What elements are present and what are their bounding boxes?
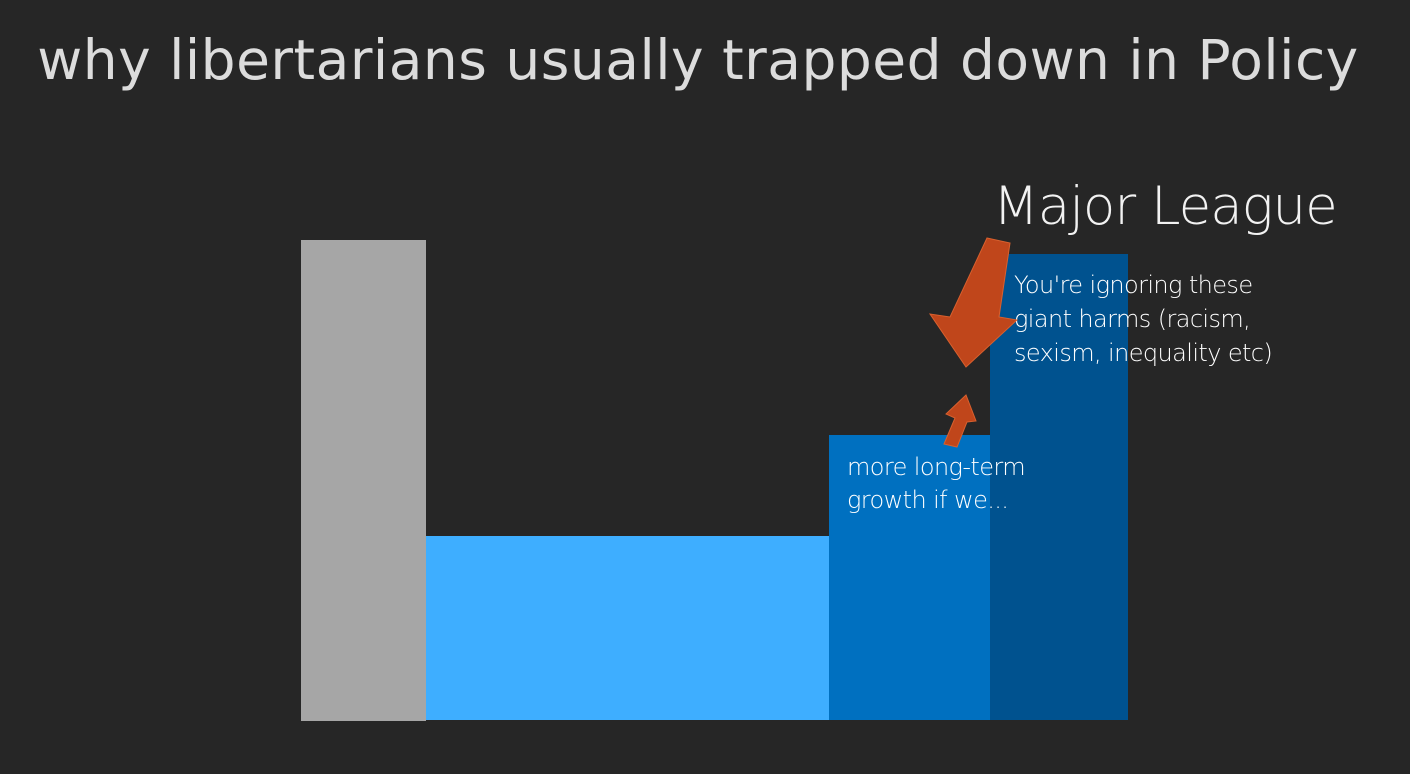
major-league-label: Major League (993, 176, 1338, 237)
harms-label-line-1: You're ignoring these (1014, 271, 1253, 299)
growth-label: more long-term growth if we... (847, 451, 1026, 517)
gray-bar (301, 240, 426, 721)
growth-label-line-2: growth if we... (847, 486, 1009, 514)
harms-label: You're ignoring these giant harms (racis… (1014, 268, 1273, 370)
slide-title: why libertarians usually trapped down in… (37, 28, 1359, 92)
harms-label-line-2: giant harms (racism, (1014, 305, 1251, 333)
harms-label-line-3: sexism, inequality etc) (1014, 339, 1273, 367)
mid-blue-bar (829, 435, 991, 720)
growth-label-line-1: more long-term (847, 453, 1026, 481)
light-blue-bar (426, 536, 830, 720)
